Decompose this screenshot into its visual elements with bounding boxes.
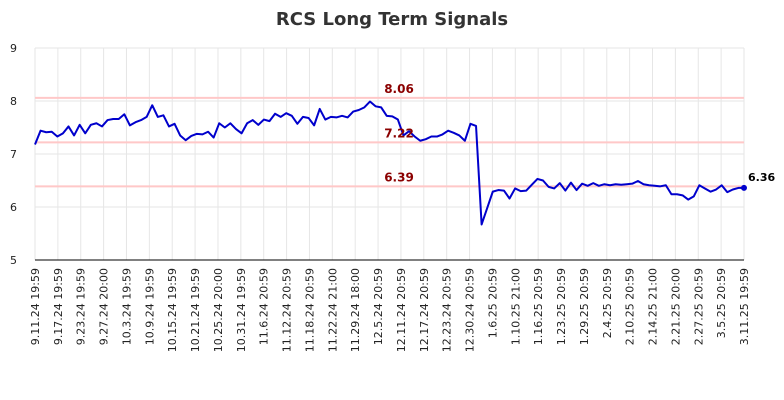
x-tick-label: 1.10.25 21:00 <box>509 268 522 345</box>
x-tick-label: 2.10.25 20:59 <box>624 268 637 345</box>
labels: 5 6 7 8 9 9.11.24 19:59 9.17.24 19:59 9.23.24 1… <box>10 42 775 352</box>
x-tick-label: 11.12.24 20:59 <box>281 268 294 352</box>
x-tick-label: 10.15.24 19:59 <box>166 268 179 352</box>
x-tick-label: 9.11.24 19:59 <box>29 268 42 345</box>
x-tick-label: 12.30.24 20:59 <box>464 268 477 352</box>
y-tick-label: 7 <box>10 148 17 161</box>
x-tick-label: 3.5.25 20:59 <box>715 268 728 338</box>
x-tick-label: 2.4.25 20:59 <box>601 268 614 338</box>
x-tick-label: 12.11.24 20:59 <box>395 268 408 352</box>
x-tick-label: 1.16.25 20:59 <box>532 268 545 345</box>
y-tick-label: 8 <box>10 95 17 108</box>
reference-line-label: 6.39 <box>384 170 414 184</box>
x-tick-label: 2.27.25 20:59 <box>692 268 705 345</box>
x-tick-label: 1.6.25 20:59 <box>486 268 499 338</box>
last-point-marker <box>741 184 747 191</box>
x-tick-label: 11.18.24 20:59 <box>303 268 316 352</box>
reference-lines <box>35 96 744 188</box>
x-tick-label: 11.22.24 21:00 <box>326 268 339 352</box>
reference-line-label: 8.06 <box>384 82 414 96</box>
y-tick-label: 9 <box>10 42 17 55</box>
x-tick-label: 10.9.24 19:59 <box>143 268 156 345</box>
x-tick-label: 1.23.25 20:59 <box>555 268 568 345</box>
x-tick-label: 2.14.25 21:00 <box>647 268 660 345</box>
x-tick-label: 9.17.24 19:59 <box>52 268 65 345</box>
x-tick-label: 12.5.24 20:59 <box>372 268 385 345</box>
x-tick-label: 11.6.24 20:59 <box>258 268 271 345</box>
chart-title: RCS Long Term Signals <box>276 9 508 30</box>
x-tick-label: 3.11.25 19:59 <box>738 268 751 345</box>
x-tick-label: 10.31.24 19:59 <box>235 268 248 352</box>
x-tick-label: 10.21.24 19:59 <box>189 268 202 352</box>
x-tick-label: 10.25.24 20:00 <box>212 268 225 352</box>
x-tick-label: 10.3.24 19:59 <box>120 268 133 345</box>
gridlines <box>34 47 745 261</box>
x-tick-label: 12.23.24 20:59 <box>441 268 454 352</box>
x-tick-label: 9.23.24 19:59 <box>75 268 88 345</box>
series-line <box>34 100 744 226</box>
x-tick-label: 9.27.24 20:00 <box>98 268 111 345</box>
y-tick-label: 6 <box>10 201 17 214</box>
x-tick-label: 1.29.25 20:59 <box>578 268 591 345</box>
x-tick-label: 11.29.24 18:00 <box>349 268 362 352</box>
y-tick-label: 5 <box>10 254 17 267</box>
series-lines <box>34 100 747 226</box>
x-tick-label: 12.17.24 20:59 <box>418 268 431 352</box>
last-value-label: 6.36 <box>748 171 775 184</box>
x-tick-label: 2.21.25 20:00 <box>669 268 682 345</box>
reference-line-label: 7.22 <box>384 126 414 140</box>
